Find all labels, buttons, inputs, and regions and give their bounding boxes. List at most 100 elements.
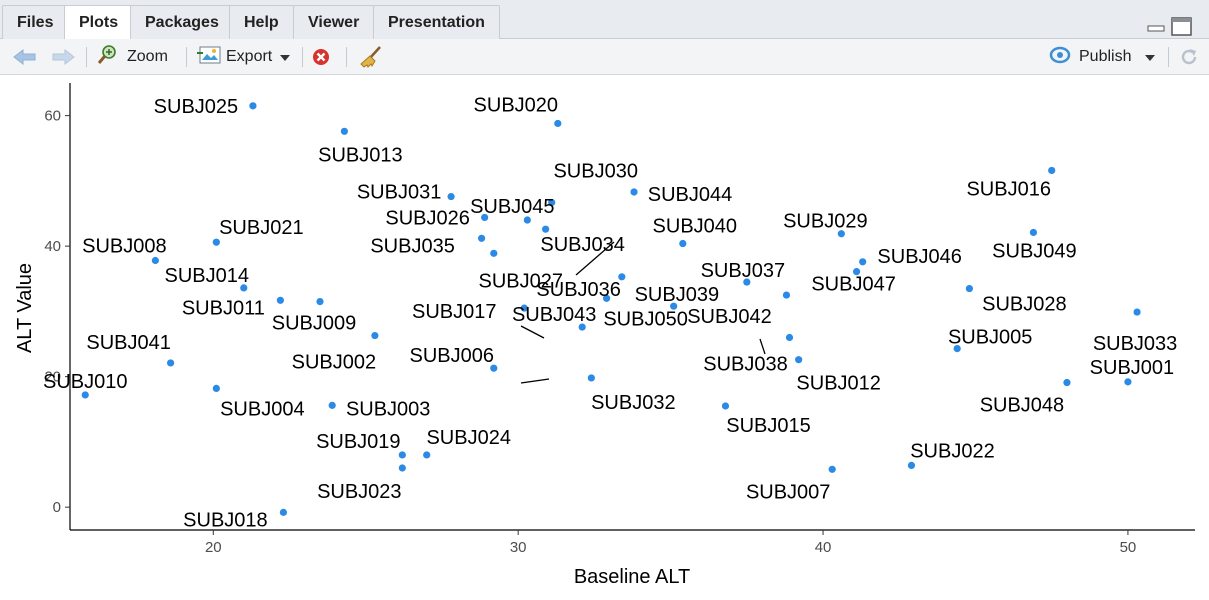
point-label: SUBJ011: [182, 297, 265, 319]
data-point: [1029, 228, 1038, 237]
data-point: [520, 304, 528, 312]
point-label: SUBJ040: [653, 216, 738, 238]
point-label: SUBJ041: [86, 332, 171, 354]
data-point: [587, 374, 595, 382]
data-point: [481, 213, 489, 222]
point-label: SUBJ043: [512, 304, 597, 326]
data-point: [785, 333, 794, 342]
back-arrow-icon[interactable]: [12, 39, 38, 75]
data-point: [398, 451, 406, 459]
point-label: SUBJ010: [43, 371, 128, 393]
data-point: [151, 256, 159, 265]
label-leader-line: [575, 241, 615, 276]
tab-packages[interactable]: Packages: [130, 5, 234, 39]
label-leader-line: [520, 325, 545, 339]
refresh-icon[interactable]: [1177, 39, 1201, 75]
publish-button[interactable]: Publish: [1047, 39, 1156, 75]
pane-tab-bar: Files Plots Packages Help Viewer Present…: [0, 0, 1209, 42]
x-tick-label: 40: [815, 539, 832, 556]
point-label: SUBJ006: [410, 345, 495, 367]
point-label: SUBJ016: [966, 178, 1051, 200]
data-point: [1048, 166, 1056, 175]
data-point: [523, 216, 531, 224]
data-point: [721, 402, 730, 410]
data-point: [542, 225, 550, 233]
plots-toolbar: Zoom Export Publish: [0, 39, 1209, 75]
point-label: SUBJ032: [591, 392, 676, 414]
tab-viewer[interactable]: Viewer: [293, 5, 375, 39]
data-point: [398, 464, 406, 472]
minimize-pane-icon[interactable]: [1146, 17, 1166, 38]
data-point: [965, 284, 973, 293]
data-point: [212, 384, 220, 392]
point-label: SUBJ050: [603, 308, 688, 330]
data-point: [630, 188, 638, 196]
forward-arrow-icon[interactable]: [50, 39, 76, 75]
point-label: SUBJ015: [726, 415, 811, 437]
data-point: [852, 267, 861, 276]
point-label: SUBJ047: [811, 274, 896, 296]
tab-plots[interactable]: Plots: [64, 5, 134, 40]
point-label: SUBJ044: [648, 184, 733, 206]
data-point: [795, 356, 803, 364]
point-label: SUBJ009: [272, 313, 357, 335]
data-point: [679, 239, 687, 248]
point-label: SUBJ028: [982, 294, 1067, 316]
tab-help[interactable]: Help: [229, 5, 294, 39]
x-tick-label: 20: [205, 539, 222, 556]
point-label: SUBJ034: [540, 234, 625, 256]
data-point: [340, 127, 348, 135]
data-point: [602, 294, 611, 302]
x-tick-label: 30: [510, 539, 527, 556]
publish-icon: [1047, 45, 1073, 70]
y-tick-label: 40: [44, 238, 61, 255]
data-point: [167, 359, 175, 367]
y-tick-label: 20: [44, 369, 61, 386]
maximize-pane-icon[interactable]: [1170, 17, 1194, 42]
tab-files[interactable]: Files: [2, 5, 69, 39]
point-label: SUBJ029: [783, 211, 868, 233]
tab-presentation[interactable]: Presentation: [373, 5, 500, 39]
export-dropdown-icon: [280, 48, 291, 66]
zoom-button[interactable]: Zoom: [96, 39, 168, 75]
broom-icon[interactable]: [358, 39, 384, 75]
zoom-icon: [96, 44, 120, 71]
zoom-label: Zoom: [127, 48, 168, 65]
data-point: [859, 258, 867, 266]
point-label: SUBJ022: [910, 440, 995, 462]
export-label: Export: [226, 48, 273, 65]
data-point: [212, 238, 220, 246]
remove-plot-icon[interactable]: [311, 39, 331, 75]
point-label: SUBJ007: [746, 481, 831, 503]
y-tick-label: 0: [53, 499, 61, 516]
y-axis-title: ALT Value: [14, 263, 36, 353]
data-point: [279, 508, 288, 516]
point-label: SUBJ008: [82, 235, 167, 257]
data-point: [837, 230, 845, 238]
data-point: [618, 273, 626, 281]
data-point: [578, 323, 586, 331]
data-point: [1124, 378, 1132, 386]
point-label: SUBJ021: [219, 217, 304, 239]
export-icon: [196, 44, 222, 71]
point-label: SUBJ004: [220, 398, 305, 420]
data-point: [953, 344, 961, 353]
data-point: [81, 391, 89, 399]
point-label: SUBJ046: [877, 246, 962, 268]
publish-dropdown-icon: [1145, 48, 1156, 66]
point-label: SUBJ036: [536, 279, 621, 301]
point-label: SUBJ035: [370, 235, 455, 257]
data-point: [371, 331, 379, 340]
point-label: SUBJ049: [992, 240, 1077, 262]
point-label: SUBJ024: [426, 427, 511, 449]
export-button[interactable]: Export: [196, 39, 291, 75]
x-tick-label: 50: [1120, 539, 1137, 556]
point-label: SUBJ037: [701, 260, 786, 282]
data-point: [490, 364, 498, 372]
data-point: [670, 302, 678, 310]
point-label: SUBJ013: [318, 144, 403, 166]
point-label: SUBJ023: [317, 481, 402, 503]
data-point: [490, 249, 498, 257]
data-point: [316, 298, 324, 306]
point-label: SUBJ003: [346, 398, 431, 420]
